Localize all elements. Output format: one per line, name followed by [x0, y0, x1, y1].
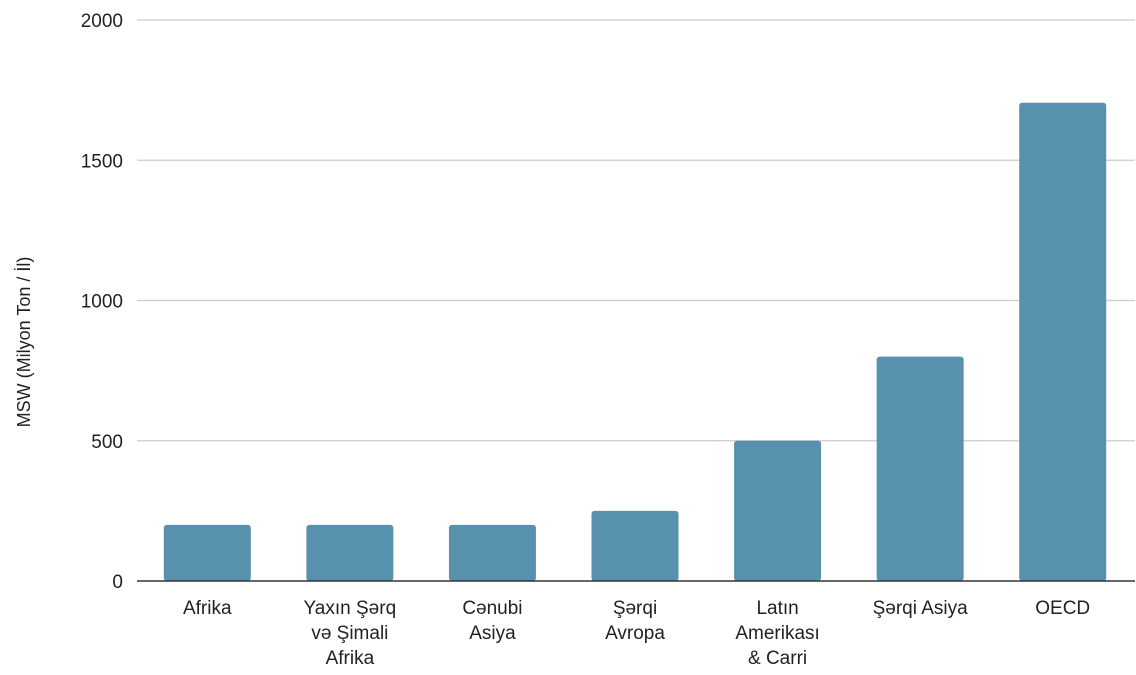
x-category-label: Cənubi Asiya [462, 598, 522, 644]
x-axis-categories: Afrika Yaxın Şərq və Şimali Afrika Cənubi Asi… [183, 598, 1090, 669]
x-category-label-line: Afrika [326, 648, 375, 669]
x-category-label-line: Cənubi [462, 598, 522, 619]
bar [1019, 102, 1107, 581]
y-tick-label: 500 [91, 432, 123, 453]
y-tick-label: 1500 [81, 151, 123, 172]
x-category-label: Afrika [183, 598, 232, 619]
x-category-label-line: Asiya [469, 623, 516, 644]
x-category-label: Latın Amerikası & Carri [735, 598, 819, 669]
y-tick-label: 2000 [81, 11, 123, 32]
y-tick-label: 0 [112, 572, 123, 593]
gridlines [137, 19, 1135, 442]
y-tick-label: 1000 [81, 292, 123, 313]
x-category-label-line: Latın [756, 598, 798, 619]
x-category-label-line: Şərqi [613, 598, 657, 619]
x-category-label: Şərqi Avropa [605, 598, 665, 644]
x-category-label: OECD [1035, 598, 1090, 619]
bar [448, 524, 536, 581]
x-category-label: Şərqi Asiya [873, 598, 968, 619]
x-category-label-line: Avropa [605, 623, 665, 644]
x-category-label-line: və Şimali [311, 623, 388, 644]
bars [163, 102, 1107, 581]
bar [876, 356, 964, 581]
x-category-label-line: & Carri [748, 648, 807, 669]
bar [734, 440, 822, 581]
x-category-label: Yaxın Şərq və Şimali Afrika [304, 598, 397, 669]
x-category-label-line: OECD [1035, 598, 1090, 619]
bar [591, 510, 679, 581]
bar [163, 524, 251, 581]
x-category-label-line: Afrika [183, 598, 232, 619]
x-category-label-line: Şərqi Asiya [873, 598, 968, 619]
x-category-label-line: Yaxın Şərq [304, 598, 397, 619]
bar [306, 524, 394, 581]
x-category-label-line: Amerikası [735, 623, 819, 644]
y-axis-ticks: 0 500 1000 1500 2000 [81, 11, 123, 593]
y-axis-title: MSW (Milyon Ton / İl) [14, 257, 34, 428]
